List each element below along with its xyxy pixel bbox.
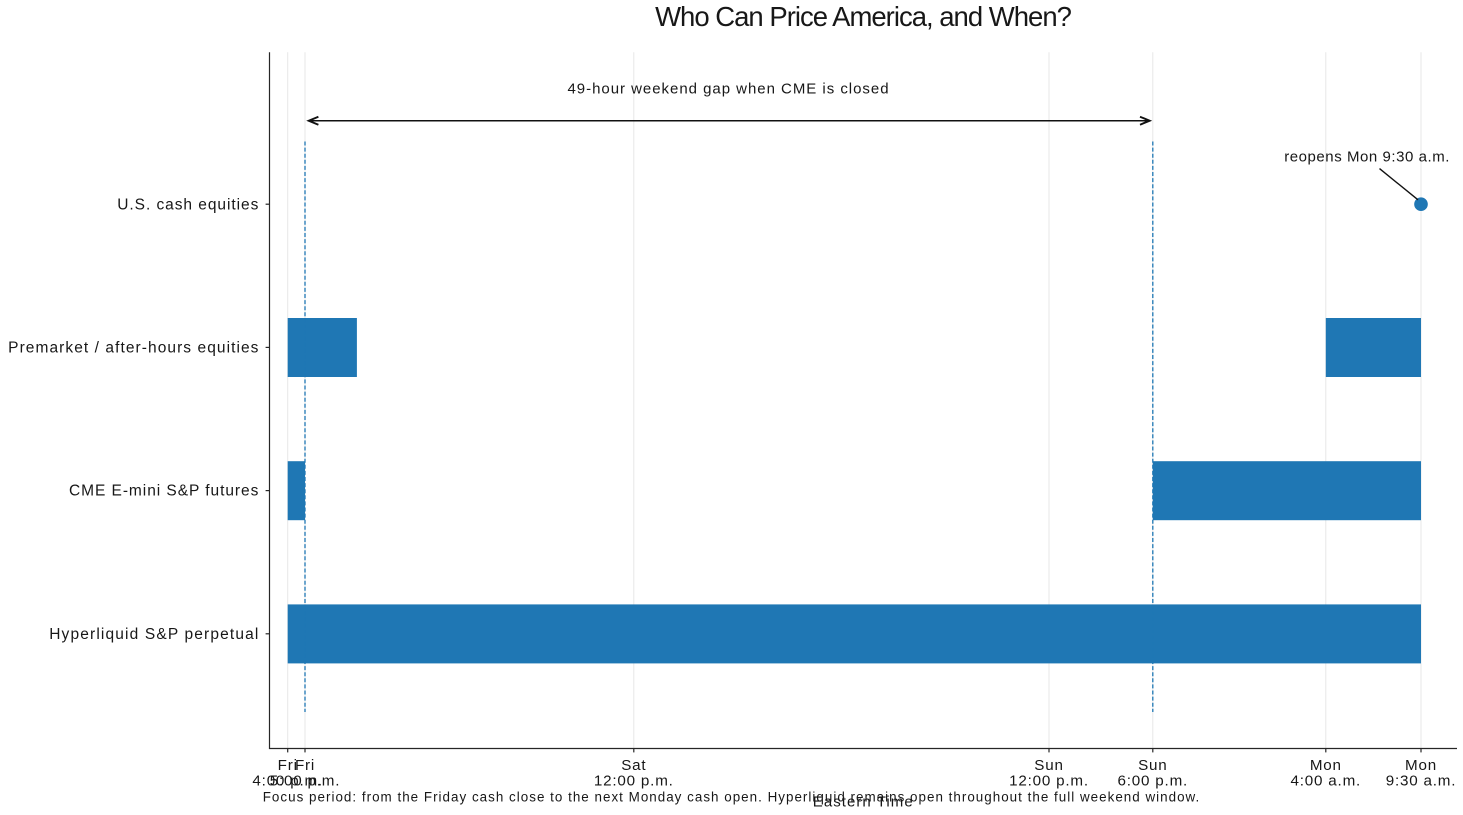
svg-text:9:30 a.m.: 9:30 a.m. [1386, 773, 1457, 790]
svg-text:reopens Mon 9:30 a.m.: reopens Mon 9:30 a.m. [1284, 149, 1450, 166]
svg-text:12:00 p.m.: 12:00 p.m. [1009, 773, 1089, 790]
svg-text:Sat: Sat [621, 757, 646, 774]
svg-text:Sun: Sun [1138, 757, 1167, 774]
svg-text:Focus period: from the Friday: Focus period: from the Friday cash close… [263, 790, 1201, 805]
svg-text:6:00 p.m.: 6:00 p.m. [1118, 773, 1189, 790]
svg-text:5:00 p.m.: 5:00 p.m. [270, 773, 341, 790]
svg-text:4:00 p.m.: 4:00 p.m. [252, 773, 323, 790]
svg-text:12:00 p.m.: 12:00 p.m. [594, 773, 674, 790]
svg-text:Fri: Fri [278, 757, 298, 774]
svg-text:U.S. cash equities: U.S. cash equities [117, 196, 259, 213]
svg-text:4:00 a.m.: 4:00 a.m. [1291, 773, 1362, 790]
svg-text:Who Can Price America, and Whe: Who Can Price America, and When? [655, 1, 1072, 32]
svg-text:CME E-mini S&P futures: CME E-mini S&P futures [69, 483, 259, 500]
svg-text:Eastern Time: Eastern Time [813, 794, 914, 811]
svg-text:49-hour weekend gap when CME i: 49-hour weekend gap when CME is closed [567, 81, 889, 98]
svg-text:Sun: Sun [1034, 757, 1063, 774]
svg-text:Fri: Fri [295, 757, 315, 774]
svg-text:Mon: Mon [1405, 757, 1437, 774]
svg-text:Hyperliquid S&P perpetual: Hyperliquid S&P perpetual [49, 626, 259, 643]
svg-text:Mon: Mon [1310, 757, 1342, 774]
svg-text:Premarket / after-hours equiti: Premarket / after-hours equities [8, 340, 259, 357]
